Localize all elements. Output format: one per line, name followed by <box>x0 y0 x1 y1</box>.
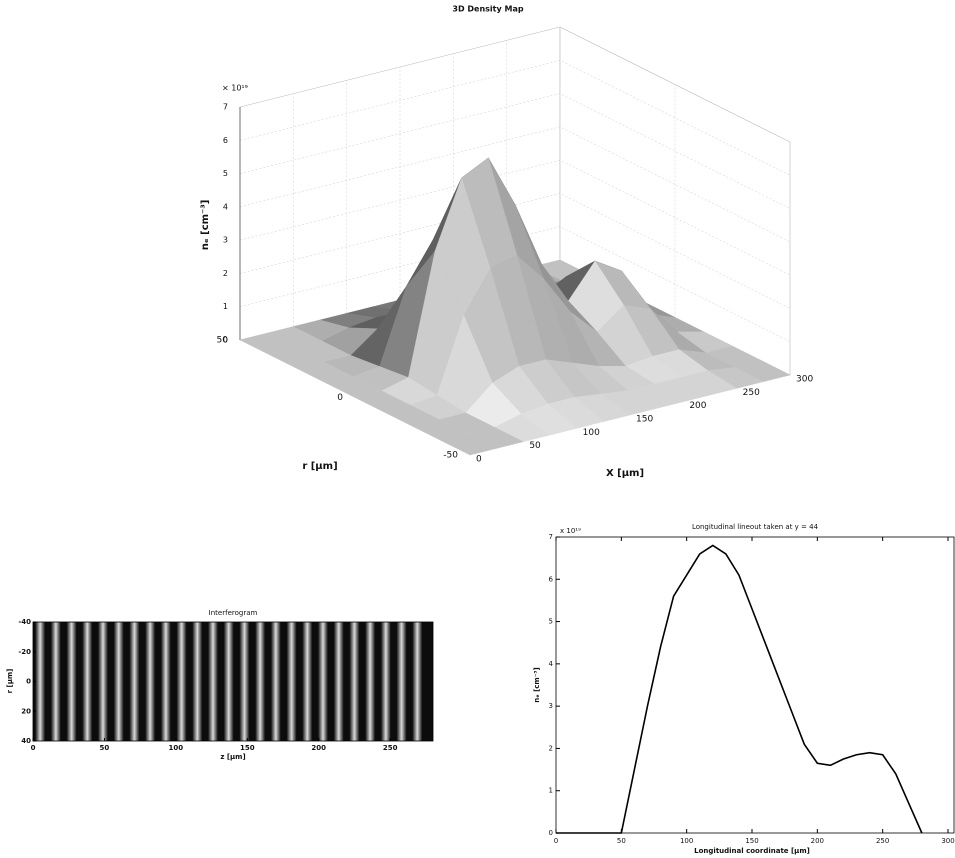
fringe <box>160 622 171 741</box>
z-tick-label: 6 <box>223 136 228 145</box>
fringe <box>286 622 297 741</box>
x-tick-label: 200 <box>311 744 326 752</box>
r-tick-label: -50 <box>443 451 458 461</box>
fringe <box>365 622 376 741</box>
line <box>556 544 923 834</box>
r-tick-label: 0 <box>337 393 343 403</box>
grid-line <box>239 193 791 309</box>
fringe <box>396 622 407 741</box>
fringe <box>239 622 250 741</box>
y-tick-label: 3 <box>549 702 553 710</box>
grid-line <box>239 60 791 176</box>
z-tick-label: 4 <box>223 202 228 211</box>
y-tick-label: 2 <box>549 744 553 752</box>
y-tick-label: 0 <box>549 829 553 837</box>
x-tick-label: 300 <box>796 375 813 385</box>
y-tick-label: 0 <box>26 678 31 686</box>
r-axis-label: r [μm] <box>302 461 337 472</box>
y-tick-label: 40 <box>21 737 31 745</box>
x-axis-label: X [μm] <box>606 468 644 479</box>
fringe <box>302 622 313 741</box>
fringe <box>380 622 391 741</box>
y-tick-label: 4 <box>549 660 554 668</box>
x-tick-label: 50 <box>617 837 626 845</box>
x-tick-label: 0 <box>31 744 36 752</box>
fringe <box>129 622 140 741</box>
fringe <box>349 622 360 741</box>
x-tick-label: 200 <box>811 837 824 845</box>
fringe <box>412 622 423 741</box>
x-tick-label: 250 <box>743 388 760 398</box>
fringe <box>82 622 93 741</box>
fringe <box>270 622 281 741</box>
y-tick-label: 7 <box>549 533 553 541</box>
x-tick-label: 50 <box>100 744 110 752</box>
x-tick-label: 150 <box>240 744 255 752</box>
fringe <box>98 622 108 741</box>
x-tick-label: 250 <box>383 744 398 752</box>
z-tick-label: 2 <box>223 269 228 278</box>
grid-line <box>239 93 791 209</box>
x-tick-label: 150 <box>745 837 758 845</box>
z-multiplier: × 10¹⁹ <box>222 84 248 93</box>
z-tick-label: 1 <box>223 302 228 311</box>
fringe <box>208 622 218 741</box>
y-tick-label: -20 <box>18 648 31 656</box>
x-tick-label: 200 <box>689 401 706 411</box>
x-tick-label: 100 <box>583 428 600 438</box>
fringe <box>333 622 344 741</box>
x-tick-label: 50 <box>529 441 541 451</box>
y-multiplier: x 10¹⁹ <box>560 527 581 535</box>
y-tick-label: 1 <box>549 787 553 795</box>
y-axis-label: r [μm] <box>6 669 14 694</box>
fringe <box>255 622 266 741</box>
x-tick-label: 0 <box>554 837 558 845</box>
x-tick-label: 100 <box>169 744 184 752</box>
fringe <box>50 622 61 741</box>
grid-line <box>239 159 791 276</box>
y-tick-label: 20 <box>21 707 31 715</box>
fringe <box>35 622 46 741</box>
r-tick-label: 50 <box>217 336 229 346</box>
chart-title: 3D Density Map <box>452 5 523 14</box>
x-axis-label: Longitudinal coordinate [μm] <box>694 847 810 855</box>
x-tick-label: 0 <box>476 455 482 465</box>
fringe <box>145 622 156 741</box>
y-tick-label: 6 <box>549 575 554 583</box>
fringe <box>176 622 187 741</box>
x-axis-label: z [μm] <box>220 753 245 761</box>
x-tick-label: 100 <box>680 837 693 845</box>
fringe <box>113 622 124 741</box>
z-tick-label: 0 <box>223 336 228 345</box>
y-axis-label: nₑ [cm⁻³] <box>533 667 541 702</box>
x-tick-label: 150 <box>636 415 653 425</box>
z-tick-label: 5 <box>223 169 228 178</box>
fringe <box>192 622 203 741</box>
z-tick-label: 7 <box>223 103 228 112</box>
x-tick-label: 300 <box>941 837 954 845</box>
chart-title: Interferogram <box>209 609 258 617</box>
fringe <box>66 622 77 741</box>
fringe <box>223 622 234 741</box>
x-tick-label: 250 <box>876 837 889 845</box>
z-axis-label: nₑ [cm⁻³] <box>200 200 211 251</box>
surface-patch <box>440 433 498 456</box>
y-tick-label: -40 <box>18 618 31 626</box>
chart-title: Longitudinal lineout taken at y = 44 <box>692 523 819 531</box>
y-tick-label: 5 <box>549 618 553 626</box>
z-tick-label: 3 <box>223 236 228 245</box>
plot-frame <box>555 536 955 834</box>
fringe <box>318 622 328 741</box>
